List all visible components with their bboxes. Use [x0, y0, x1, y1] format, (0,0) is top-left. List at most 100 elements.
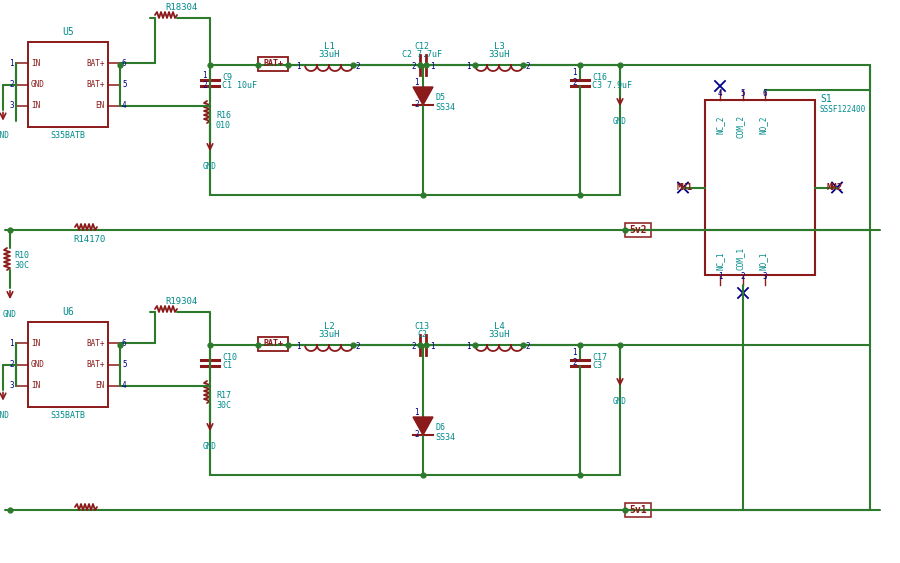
Text: 2: 2: [414, 100, 419, 109]
Text: BAT+: BAT+: [86, 59, 105, 68]
Bar: [258, 337, 288, 351]
Text: BAT+: BAT+: [263, 339, 283, 348]
Text: GND: GND: [203, 442, 217, 451]
Text: 1: 1: [9, 59, 14, 68]
Text: 2: 2: [741, 272, 745, 281]
Text: SS34: SS34: [435, 103, 455, 112]
Text: 1: 1: [414, 408, 419, 417]
Bar: [625, 223, 651, 237]
Bar: [705, 100, 815, 275]
Text: COM_2: COM_2: [735, 115, 744, 138]
Text: 1: 1: [296, 62, 301, 71]
Text: C3: C3: [592, 361, 602, 370]
Text: C13: C13: [415, 322, 429, 331]
Text: 2: 2: [355, 62, 360, 71]
Text: NC_2: NC_2: [716, 115, 724, 133]
Text: L4: L4: [493, 322, 504, 331]
Text: 3: 3: [9, 381, 14, 390]
Text: R14170: R14170: [74, 235, 106, 244]
Text: C9: C9: [222, 74, 232, 83]
Text: C1 10uF: C1 10uF: [222, 82, 257, 91]
Text: GND: GND: [31, 360, 45, 369]
Bar: [258, 57, 288, 71]
Text: S1: S1: [820, 94, 832, 104]
Text: 2: 2: [525, 62, 529, 71]
Text: 5: 5: [741, 89, 745, 98]
Text: L1: L1: [324, 42, 335, 51]
Text: 33uH: 33uH: [319, 50, 340, 59]
Text: 2: 2: [9, 80, 14, 89]
Bar: [28, 322, 108, 407]
Text: GND: GND: [613, 397, 627, 406]
Text: GND: GND: [613, 117, 627, 126]
Text: C2: C2: [417, 330, 427, 339]
Text: 1: 1: [717, 272, 723, 281]
Text: 1: 1: [572, 68, 577, 77]
Text: R17: R17: [216, 391, 231, 400]
Text: S35BATB: S35BATB: [50, 131, 86, 140]
Text: 33uH: 33uH: [488, 50, 509, 59]
Text: C3 7.9uF: C3 7.9uF: [592, 82, 632, 91]
Text: 6: 6: [762, 89, 768, 98]
Bar: [625, 503, 651, 517]
Text: 30C: 30C: [14, 261, 29, 270]
Text: 33uH: 33uH: [319, 330, 340, 339]
Text: BAT+: BAT+: [86, 80, 105, 89]
Text: U5: U5: [62, 27, 74, 37]
Text: L3: L3: [493, 42, 504, 51]
Text: 4: 4: [122, 381, 127, 390]
Bar: [28, 42, 108, 127]
Text: BAT+: BAT+: [86, 339, 105, 348]
Text: 5: 5: [122, 80, 127, 89]
Text: 4: 4: [122, 101, 127, 110]
Text: NO_2: NO_2: [759, 115, 768, 133]
Text: C1: C1: [222, 361, 232, 370]
Text: 2: 2: [9, 360, 14, 369]
Text: MH2: MH2: [827, 183, 843, 192]
Text: C17: C17: [592, 354, 607, 363]
Text: 2: 2: [202, 81, 207, 90]
Text: GND: GND: [0, 132, 10, 141]
Text: U6: U6: [62, 307, 74, 317]
Text: D6: D6: [435, 423, 445, 432]
Text: 1: 1: [430, 342, 435, 351]
Text: SS34: SS34: [435, 433, 455, 442]
Text: EN: EN: [95, 101, 105, 110]
Text: 4: 4: [717, 89, 723, 98]
Text: C16: C16: [592, 74, 607, 83]
Text: 2: 2: [525, 342, 529, 351]
Text: IN: IN: [31, 381, 40, 390]
Text: L2: L2: [324, 322, 335, 331]
Text: 2: 2: [572, 358, 577, 367]
Text: D5: D5: [435, 93, 445, 102]
Text: 1: 1: [296, 342, 301, 351]
Text: BAT+: BAT+: [86, 360, 105, 369]
Text: R16: R16: [216, 110, 231, 119]
Text: IN: IN: [31, 59, 40, 68]
Text: 5: 5: [122, 360, 127, 369]
Polygon shape: [413, 417, 433, 435]
Text: 1: 1: [572, 348, 577, 357]
Text: 1: 1: [430, 62, 435, 71]
Text: BAT+: BAT+: [263, 60, 283, 69]
Text: 2: 2: [572, 78, 577, 87]
Polygon shape: [413, 87, 433, 105]
Text: 30C: 30C: [216, 400, 231, 409]
Text: 6: 6: [122, 59, 127, 68]
Text: R19304: R19304: [166, 297, 198, 306]
Text: 2: 2: [411, 62, 416, 71]
Text: GND: GND: [31, 80, 45, 89]
Text: EN: EN: [95, 381, 105, 390]
Text: 1: 1: [466, 342, 471, 351]
Text: R18304: R18304: [166, 3, 198, 12]
Text: C12: C12: [415, 42, 429, 51]
Text: NO_1: NO_1: [759, 252, 768, 270]
Text: 5v1: 5v1: [629, 505, 646, 515]
Text: COM_1: COM_1: [735, 247, 744, 270]
Text: GND: GND: [3, 310, 17, 319]
Text: IN: IN: [31, 339, 40, 348]
Text: 33uH: 33uH: [488, 330, 509, 339]
Text: 3: 3: [762, 272, 768, 281]
Text: C10: C10: [222, 354, 237, 363]
Text: 2: 2: [414, 430, 419, 439]
